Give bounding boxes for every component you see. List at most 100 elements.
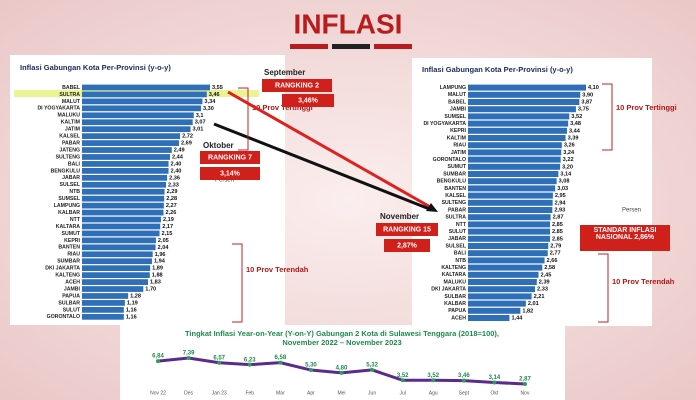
value-label: 4,80: [336, 365, 348, 371]
bar: [468, 178, 557, 185]
value-label: 1,28: [130, 293, 141, 299]
title-bar: [290, 44, 328, 49]
point: [431, 378, 436, 383]
category-label: MALUT: [448, 92, 467, 98]
category-label: KALTIM: [447, 135, 466, 141]
category-label: JABAR: [62, 175, 80, 181]
bar: [82, 300, 125, 306]
category-label: JAMBI: [64, 286, 81, 292]
bracket: [232, 243, 243, 323]
point: [461, 378, 466, 383]
value-label: 2,44: [172, 154, 184, 160]
callout-month: September: [264, 68, 305, 77]
category-label: KALBAR: [444, 301, 466, 307]
bar: [468, 300, 526, 307]
value-label: 1,70: [145, 287, 156, 293]
callout-box: [376, 223, 438, 236]
value-label: 3,1: [196, 113, 204, 119]
value-label: 3,55: [212, 85, 223, 91]
category-label: JATIM: [451, 150, 466, 156]
value-label: 2,66: [547, 258, 558, 264]
category-label: BANTEN: [444, 186, 466, 192]
value-label: 3,14: [489, 375, 501, 381]
bar: [468, 120, 569, 127]
category-label: KALTENG: [441, 265, 466, 271]
callout-box: [262, 79, 332, 92]
category-label: ACEH: [451, 315, 466, 321]
bar: [82, 168, 169, 174]
point: [217, 360, 222, 365]
category-label: DI YOGYAKARTA: [423, 121, 466, 127]
axis-unit: Persen: [215, 178, 234, 184]
category-label: MALUKU: [58, 113, 81, 119]
category-label: RIAU: [67, 252, 80, 258]
category-label: SULBAR: [444, 294, 466, 300]
category-label: RIAU: [453, 143, 466, 149]
title-bar: [374, 44, 412, 49]
category-label: BANTEN: [58, 245, 80, 251]
chart-title: Inflasi Gabungan Kota Per-Provinsi (y-o-…: [20, 63, 171, 72]
category-label: KALTARA: [442, 272, 467, 278]
bar: [82, 265, 151, 272]
bar: [468, 307, 521, 314]
category-label: KALTENG: [55, 273, 80, 279]
category-label: SUMBAR: [443, 171, 466, 177]
bracket: [598, 253, 609, 323]
value-label: 1,19: [127, 300, 138, 306]
bar: [82, 244, 156, 251]
bar: [82, 251, 153, 258]
x-tick-label: Des: [184, 390, 193, 396]
category-label: SULUT: [63, 307, 81, 313]
bar: [468, 250, 548, 257]
category-label: SULBAR: [58, 300, 80, 306]
bar: [468, 279, 537, 285]
page-title: INFLASI: [294, 8, 403, 39]
value-label: 4,10: [588, 85, 599, 91]
bar: [82, 237, 156, 244]
category-label: PABAR: [448, 207, 466, 213]
bar: [82, 286, 144, 292]
bar: [468, 207, 553, 213]
value-label: 2,40: [171, 161, 182, 167]
chart-title: Tingkat Inflasi Year-on-Year (Y-on-Y) Ga…: [185, 329, 499, 338]
point: [247, 362, 252, 367]
bar: [468, 142, 562, 149]
bar: [468, 214, 551, 221]
value-label: 2,85: [552, 222, 563, 228]
point: [278, 360, 283, 365]
title-bar: [332, 44, 370, 49]
category-label: KALBAR: [58, 210, 80, 216]
bar: [82, 181, 167, 188]
category-label: BENGKULU: [437, 179, 467, 185]
point: [186, 356, 191, 360]
bar: [468, 271, 539, 278]
value-label: 3,52: [571, 114, 582, 120]
value-label: 3,39: [568, 135, 579, 141]
category-label: SULUT: [449, 229, 467, 235]
value-label: 2,19: [163, 217, 174, 223]
arrow: [227, 90, 433, 210]
value-label: 2,36: [169, 175, 180, 181]
x-tick-label: Apr: [307, 390, 315, 396]
category-label: SULTRA: [445, 215, 466, 221]
callout-value: 2,87%: [397, 242, 418, 249]
x-tick-label: Mar: [276, 390, 285, 396]
x-tick-label: Jan 23: [212, 390, 227, 396]
x-tick-label: Nov 22: [150, 390, 166, 396]
value-label: 6,23: [244, 357, 256, 363]
value-label: 6,84: [152, 354, 164, 360]
category-label: KALSEL: [445, 193, 467, 199]
value-label: 3,75: [578, 107, 589, 113]
value-label: 7,39: [183, 351, 195, 357]
callout-rank: RANGKING 7: [208, 154, 252, 161]
value-label: 2,87: [553, 215, 564, 221]
value-label: 3,30: [203, 106, 214, 112]
bar: [82, 140, 179, 146]
value-label: 3,01: [193, 127, 204, 133]
x-tick-label: Agu: [429, 390, 438, 396]
bar: [82, 279, 148, 285]
value-label: 3,48: [570, 121, 581, 127]
bar: [82, 258, 152, 265]
category-label: KEPRI: [64, 238, 80, 244]
bar: [468, 135, 566, 141]
